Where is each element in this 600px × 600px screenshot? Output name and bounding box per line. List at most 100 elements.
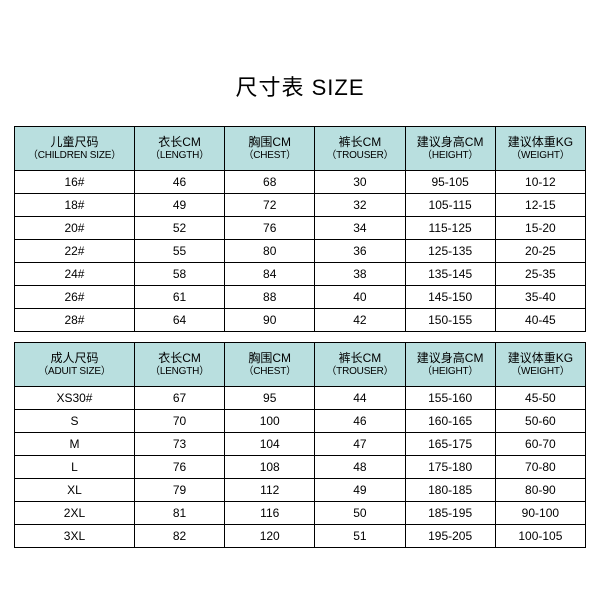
table-cell: 49 xyxy=(134,194,224,217)
col-header: 胸围CM（CHEST） xyxy=(225,127,315,171)
table-cell: 20# xyxy=(15,217,135,240)
table-cell: 100 xyxy=(225,410,315,433)
table-cell: 125-135 xyxy=(405,240,495,263)
children-size-table: 儿童尺码（CHILDREN SIZE） 衣长CM（LENGTH） 胸围CM（CH… xyxy=(14,126,586,332)
adult-table-body: XS30#679544155-16045-50S7010046160-16550… xyxy=(15,387,586,548)
table-cell: L xyxy=(15,456,135,479)
page-title: 尺寸表 SIZE xyxy=(14,70,586,102)
table-cell: 51 xyxy=(315,525,405,548)
table-row: 2XL8111650185-19590-100 xyxy=(15,502,586,525)
adult-table-head: 成人尺码（ADUIT SIZE） 衣长CM（LENGTH） 胸围CM（CHEST… xyxy=(15,343,586,387)
table-cell: 10-12 xyxy=(495,171,585,194)
table-cell: 160-165 xyxy=(405,410,495,433)
table-cell: 30 xyxy=(315,171,405,194)
table-cell: 155-160 xyxy=(405,387,495,410)
col-header: 建议身高CM（HEIGHT） xyxy=(405,343,495,387)
table-cell: 44 xyxy=(315,387,405,410)
table-cell: 34 xyxy=(315,217,405,240)
table-row: L7610848175-18070-80 xyxy=(15,456,586,479)
table-cell: 18# xyxy=(15,194,135,217)
table-cell: 36 xyxy=(315,240,405,263)
table-cell: 81 xyxy=(134,502,224,525)
table-cell: 90-100 xyxy=(495,502,585,525)
table-cell: 40 xyxy=(315,286,405,309)
table-cell: 24# xyxy=(15,263,135,286)
table-cell: 76 xyxy=(134,456,224,479)
table-cell: 145-150 xyxy=(405,286,495,309)
table-cell: 100-105 xyxy=(495,525,585,548)
table-cell: 58 xyxy=(134,263,224,286)
table-cell: 64 xyxy=(134,309,224,332)
table-row: 20#527634115-12515-20 xyxy=(15,217,586,240)
col-header: 衣长CM（LENGTH） xyxy=(134,127,224,171)
table-cell: S xyxy=(15,410,135,433)
col-header: 衣长CM（LENGTH） xyxy=(134,343,224,387)
table-header-row: 儿童尺码（CHILDREN SIZE） 衣长CM（LENGTH） 胸围CM（CH… xyxy=(15,127,586,171)
adult-size-table: 成人尺码（ADUIT SIZE） 衣长CM（LENGTH） 胸围CM（CHEST… xyxy=(14,342,586,548)
table-cell: 16# xyxy=(15,171,135,194)
table-row: 26#618840145-15035-40 xyxy=(15,286,586,309)
table-cell: 108 xyxy=(225,456,315,479)
table-cell: 105-115 xyxy=(405,194,495,217)
table-cell: XS30# xyxy=(15,387,135,410)
table-cell: 2XL xyxy=(15,502,135,525)
table-cell: 82 xyxy=(134,525,224,548)
table-row: 24#588438135-14525-35 xyxy=(15,263,586,286)
table-row: S7010046160-16550-60 xyxy=(15,410,586,433)
col-header: 建议体重KG（WEIGHT） xyxy=(495,343,585,387)
table-cell: 15-20 xyxy=(495,217,585,240)
table-cell: 67 xyxy=(134,387,224,410)
table-cell: 95-105 xyxy=(405,171,495,194)
col-header: 儿童尺码（CHILDREN SIZE） xyxy=(15,127,135,171)
table-cell: 46 xyxy=(315,410,405,433)
col-header: 建议体重KG（WEIGHT） xyxy=(495,127,585,171)
table-cell: 95 xyxy=(225,387,315,410)
table-cell: 55 xyxy=(134,240,224,263)
size-chart-page: 尺寸表 SIZE 儿童尺码（CHILDREN SIZE） 衣长CM（LENGTH… xyxy=(0,0,600,600)
table-cell: 165-175 xyxy=(405,433,495,456)
col-header: 成人尺码（ADUIT SIZE） xyxy=(15,343,135,387)
table-cell: 47 xyxy=(315,433,405,456)
children-table-body: 16#46683095-10510-1218#497232105-11512-1… xyxy=(15,171,586,332)
table-cell: 79 xyxy=(134,479,224,502)
table-cell: 180-185 xyxy=(405,479,495,502)
table-cell: 80-90 xyxy=(495,479,585,502)
table-cell: 40-45 xyxy=(495,309,585,332)
table-row: 28#649042150-15540-45 xyxy=(15,309,586,332)
col-header: 胸围CM（CHEST） xyxy=(225,343,315,387)
table-cell: 12-15 xyxy=(495,194,585,217)
col-header: 建议身高CM（HEIGHT） xyxy=(405,127,495,171)
table-cell: 76 xyxy=(225,217,315,240)
table-cell: 32 xyxy=(315,194,405,217)
table-cell: 61 xyxy=(134,286,224,309)
table-cell: 26# xyxy=(15,286,135,309)
table-row: M7310447165-17560-70 xyxy=(15,433,586,456)
table-cell: 50 xyxy=(315,502,405,525)
table-cell: 25-35 xyxy=(495,263,585,286)
table-cell: 185-195 xyxy=(405,502,495,525)
table-cell: 35-40 xyxy=(495,286,585,309)
table-cell: 116 xyxy=(225,502,315,525)
table-cell: 104 xyxy=(225,433,315,456)
table-cell: 73 xyxy=(134,433,224,456)
table-cell: 70-80 xyxy=(495,456,585,479)
col-header: 裤长CM（TROUSER） xyxy=(315,343,405,387)
table-row: XS30#679544155-16045-50 xyxy=(15,387,586,410)
table-cell: 46 xyxy=(134,171,224,194)
table-cell: 70 xyxy=(134,410,224,433)
table-cell: 68 xyxy=(225,171,315,194)
table-cell: 115-125 xyxy=(405,217,495,240)
table-row: 16#46683095-10510-12 xyxy=(15,171,586,194)
table-cell: 80 xyxy=(225,240,315,263)
table-cell: 84 xyxy=(225,263,315,286)
table-cell: 120 xyxy=(225,525,315,548)
table-cell: 175-180 xyxy=(405,456,495,479)
table-cell: 3XL xyxy=(15,525,135,548)
table-cell: 45-50 xyxy=(495,387,585,410)
table-cell: 112 xyxy=(225,479,315,502)
table-cell: 22# xyxy=(15,240,135,263)
table-cell: 150-155 xyxy=(405,309,495,332)
table-cell: 72 xyxy=(225,194,315,217)
table-row: 3XL8212051195-205100-105 xyxy=(15,525,586,548)
table-cell: 60-70 xyxy=(495,433,585,456)
